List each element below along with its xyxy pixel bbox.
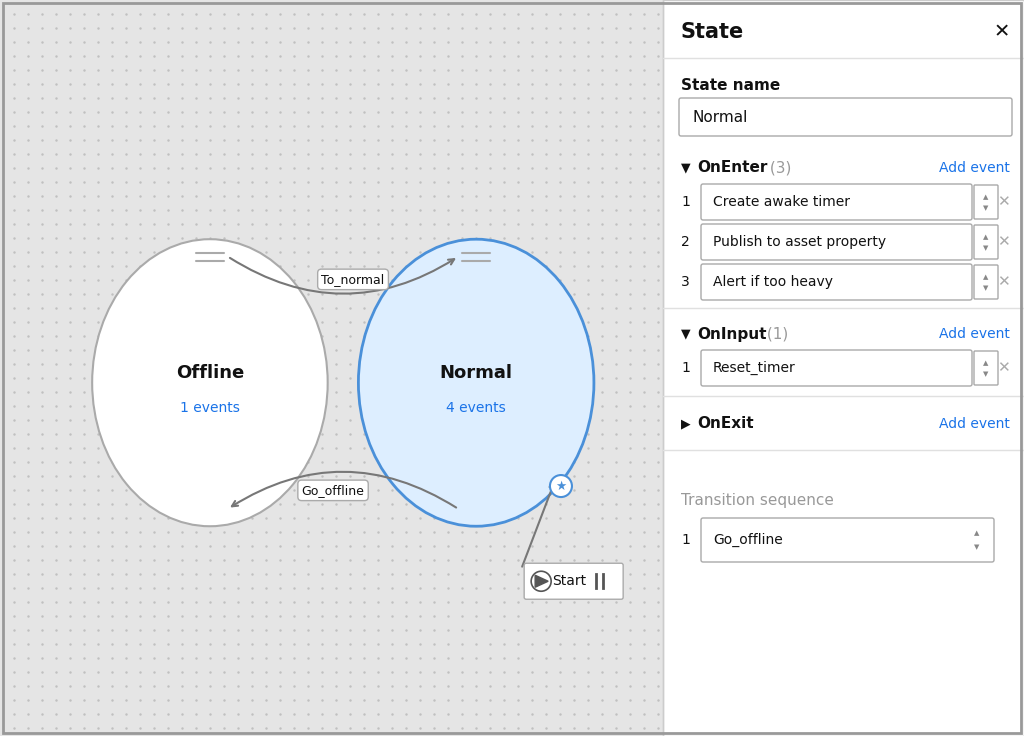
Text: Create awake timer: Create awake timer bbox=[713, 195, 850, 209]
Text: Add event: Add event bbox=[939, 417, 1010, 431]
FancyBboxPatch shape bbox=[663, 0, 1024, 736]
FancyBboxPatch shape bbox=[974, 185, 998, 219]
Text: 2: 2 bbox=[681, 235, 690, 249]
Text: ▼: ▼ bbox=[983, 205, 989, 211]
FancyBboxPatch shape bbox=[679, 98, 1012, 136]
Text: 4 events: 4 events bbox=[446, 400, 506, 414]
Text: ▲: ▲ bbox=[983, 194, 989, 200]
Text: State name: State name bbox=[681, 77, 780, 93]
Text: State: State bbox=[681, 22, 744, 42]
Text: (3): (3) bbox=[765, 160, 792, 175]
Text: ▲: ▲ bbox=[983, 360, 989, 366]
FancyBboxPatch shape bbox=[701, 518, 994, 562]
FancyBboxPatch shape bbox=[974, 351, 998, 385]
Text: Transition sequence: Transition sequence bbox=[681, 492, 834, 508]
FancyBboxPatch shape bbox=[974, 265, 998, 299]
Text: ▼: ▼ bbox=[983, 245, 989, 251]
Text: Normal: Normal bbox=[439, 364, 513, 382]
Text: OnEnter: OnEnter bbox=[697, 160, 767, 175]
Text: (1): (1) bbox=[762, 327, 788, 342]
Text: ▶: ▶ bbox=[681, 417, 690, 431]
Text: ▲: ▲ bbox=[983, 274, 989, 280]
Text: 1: 1 bbox=[681, 533, 690, 547]
FancyBboxPatch shape bbox=[524, 563, 624, 599]
Text: Publish to asset property: Publish to asset property bbox=[713, 235, 886, 249]
Text: Reset_timer: Reset_timer bbox=[713, 361, 796, 375]
Text: Add event: Add event bbox=[939, 327, 1010, 341]
Ellipse shape bbox=[531, 571, 551, 591]
FancyBboxPatch shape bbox=[701, 224, 972, 260]
Text: 1: 1 bbox=[681, 361, 690, 375]
FancyBboxPatch shape bbox=[701, 184, 972, 220]
Text: ✕: ✕ bbox=[993, 23, 1010, 41]
Text: Offline: Offline bbox=[176, 364, 244, 382]
Text: ✕: ✕ bbox=[997, 361, 1010, 375]
Text: 1 events: 1 events bbox=[180, 400, 240, 414]
Ellipse shape bbox=[358, 239, 594, 526]
FancyBboxPatch shape bbox=[701, 264, 972, 300]
Ellipse shape bbox=[550, 475, 572, 497]
Text: OnInput: OnInput bbox=[697, 327, 767, 342]
Text: Start: Start bbox=[552, 574, 586, 588]
Text: ▼: ▼ bbox=[681, 161, 690, 174]
Text: ▼: ▼ bbox=[681, 328, 690, 341]
Text: ✕: ✕ bbox=[997, 194, 1010, 210]
Text: ▲: ▲ bbox=[974, 530, 980, 536]
Text: OnExit: OnExit bbox=[697, 417, 754, 431]
Text: Add event: Add event bbox=[939, 161, 1010, 175]
Text: ★: ★ bbox=[555, 480, 566, 492]
Text: Alert if too heavy: Alert if too heavy bbox=[713, 275, 833, 289]
Text: ▼: ▼ bbox=[983, 285, 989, 291]
Text: Go_offline: Go_offline bbox=[713, 533, 782, 547]
Text: 1: 1 bbox=[681, 195, 690, 209]
Text: 3: 3 bbox=[681, 275, 690, 289]
Text: To_normal: To_normal bbox=[322, 273, 385, 286]
Ellipse shape bbox=[92, 239, 328, 526]
Text: ✕: ✕ bbox=[997, 275, 1010, 289]
Text: Go_offline: Go_offline bbox=[302, 484, 365, 497]
Text: ▲: ▲ bbox=[983, 234, 989, 240]
Text: ▼: ▼ bbox=[974, 544, 980, 550]
FancyBboxPatch shape bbox=[974, 225, 998, 259]
Text: Normal: Normal bbox=[693, 110, 749, 124]
Polygon shape bbox=[536, 576, 548, 587]
FancyBboxPatch shape bbox=[701, 350, 972, 386]
Text: ✕: ✕ bbox=[997, 235, 1010, 250]
Text: ▼: ▼ bbox=[983, 371, 989, 377]
